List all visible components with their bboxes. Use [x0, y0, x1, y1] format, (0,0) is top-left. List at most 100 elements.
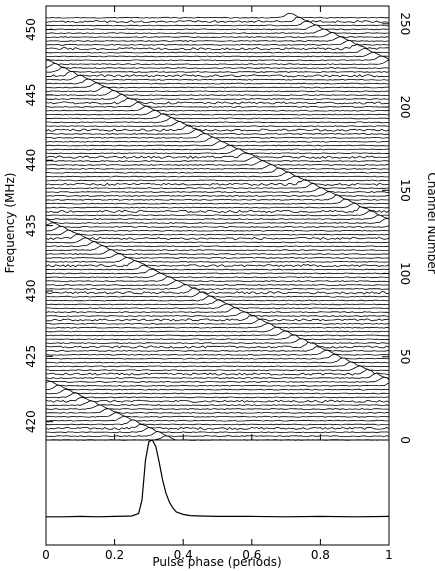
- channel-tick-label: 250: [398, 12, 412, 35]
- channel-tick-label: 50: [398, 349, 412, 364]
- channel-trace: [45, 264, 390, 271]
- channel-trace: [45, 198, 390, 205]
- channel-trace: [45, 164, 390, 170]
- channel-trace: [46, 117, 390, 124]
- channel-trace: [45, 341, 390, 349]
- channel-trace: [45, 187, 390, 193]
- profile-x-tick-label: 0.6: [242, 548, 261, 562]
- channel-trace: [45, 349, 389, 356]
- profile-x-tick-label: 0: [42, 548, 50, 562]
- channel-tick-label: 0: [398, 436, 412, 444]
- channel-trace: [45, 419, 390, 426]
- channel-trace: [45, 74, 390, 81]
- channel-trace: [46, 426, 390, 434]
- frequency-tick-label: 440: [24, 149, 38, 172]
- profile-x-tick-labels: 0 0.2 0.4 0.6 0.8 1: [42, 548, 393, 562]
- channel-trace: [45, 256, 390, 263]
- channel-trace: [45, 124, 390, 132]
- channel-trace: [45, 86, 390, 93]
- channel-trace: [45, 229, 389, 236]
- channel-trace: [45, 182, 390, 190]
- channel-trace: [45, 51, 390, 58]
- channel-trace: [45, 102, 390, 108]
- channel-trace: [45, 276, 390, 283]
- channel-tick-label: 150: [398, 179, 412, 202]
- channel-trace: [45, 368, 390, 376]
- channel-trace: [45, 59, 390, 66]
- channel-trace: [45, 24, 390, 31]
- x-axis-title: Pulse phase (periods): [152, 555, 281, 569]
- channel-trace: [45, 226, 390, 232]
- channel-trace: [45, 148, 390, 155]
- frequency-tick-label: 430: [24, 280, 38, 303]
- channel-trace: [45, 330, 390, 337]
- channel-trace: [45, 175, 390, 182]
- channel-trace: [46, 202, 390, 209]
- channel-trace: [46, 303, 390, 310]
- channel-trace: [45, 136, 390, 143]
- channel-trace: [45, 400, 390, 407]
- channel-trace: [45, 431, 390, 438]
- channel-trace: [45, 20, 390, 27]
- channel-trace: [45, 388, 389, 395]
- channel-trace: [46, 384, 389, 391]
- profile-panel: 0 0.2 0.4 0.6 0.8 1 Pulse phase (periods): [42, 439, 393, 569]
- channel-trace: [45, 376, 390, 383]
- profile-x-ticks: [45, 539, 390, 545]
- channel-trace: [45, 291, 390, 298]
- channel-trace: [45, 222, 390, 228]
- profile-x-tick-label: 0.8: [311, 548, 330, 562]
- channel-ticks: 0 50 100 150 200 250: [382, 12, 412, 444]
- channel-trace: [45, 129, 390, 135]
- channel-trace: [45, 40, 389, 46]
- waterfall-panel: 420 425 430 435 440 445 450 0 50 100 150 200 250 Fr…: [3, 5, 435, 444]
- channel-trace: [45, 178, 390, 186]
- channel-trace: [45, 210, 390, 217]
- channel-trace: [45, 241, 390, 248]
- channel-trace: [45, 268, 390, 275]
- profile-x-tick-label: 0.4: [174, 548, 193, 562]
- channel-trace: [45, 194, 390, 201]
- channel-trace: [45, 322, 390, 329]
- frequency-tick-label: 425: [24, 345, 38, 368]
- channel-trace: [45, 353, 390, 360]
- channel-trace: [45, 140, 390, 147]
- channel-trace: [45, 55, 390, 62]
- channel-trace: [45, 16, 390, 24]
- channel-trace: [46, 78, 390, 85]
- channel-trace: [45, 113, 390, 120]
- channel-trace: [45, 334, 390, 341]
- channel-trace: [45, 12, 390, 19]
- channel-trace: [45, 214, 390, 221]
- channel-tick-label: 100: [398, 262, 412, 285]
- channel-trace: [45, 357, 390, 364]
- profile-x-tick-label: 1: [385, 548, 393, 562]
- frequency-tick-label: 450: [24, 18, 38, 41]
- channel-trace: [45, 70, 390, 78]
- frequency-tick-label: 420: [24, 410, 38, 433]
- channel-trace: [45, 66, 390, 73]
- channel-trace: [45, 109, 390, 116]
- channel-trace: [45, 424, 390, 430]
- waterfall-x-ticks: [45, 6, 390, 440]
- channel-trace: [45, 237, 390, 244]
- frequency-tick-label: 445: [24, 83, 38, 106]
- channel-trace: [45, 191, 389, 197]
- channel-trace: [45, 218, 390, 224]
- channel-trace: [45, 307, 390, 314]
- y-axis-left-title: Frequency (MHz): [3, 173, 17, 274]
- channel-trace: [45, 249, 390, 255]
- channel-trace: [46, 318, 390, 325]
- channel-trace: [45, 90, 390, 97]
- channel-trace: [45, 361, 390, 368]
- channel-trace: [45, 279, 390, 286]
- frequency-tick-label: 435: [24, 214, 38, 237]
- channel-trace: [45, 287, 390, 295]
- channel-trace: [45, 206, 390, 213]
- channel-trace: [45, 105, 390, 112]
- channel-trace: [45, 156, 390, 162]
- channel-trace: [45, 167, 390, 174]
- channel-trace: [45, 272, 389, 279]
- channel-trace: [46, 365, 390, 372]
- channel-trace: [46, 43, 390, 51]
